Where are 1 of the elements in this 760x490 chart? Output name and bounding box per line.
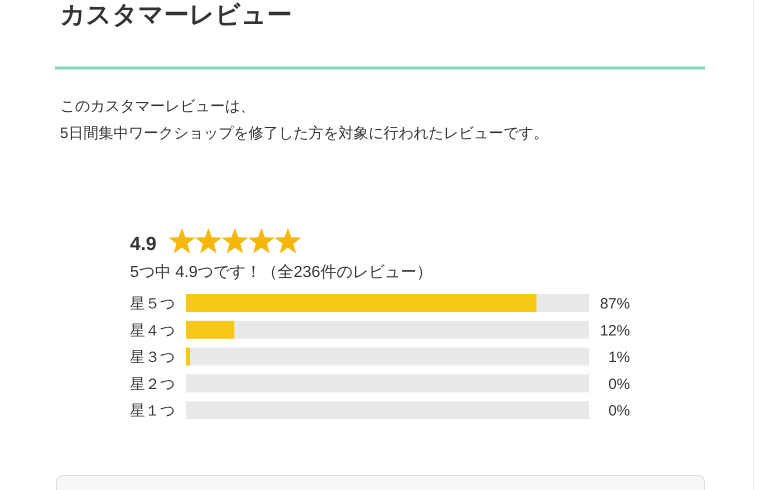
title: カスタマーレビュー (60, 1, 292, 29)
